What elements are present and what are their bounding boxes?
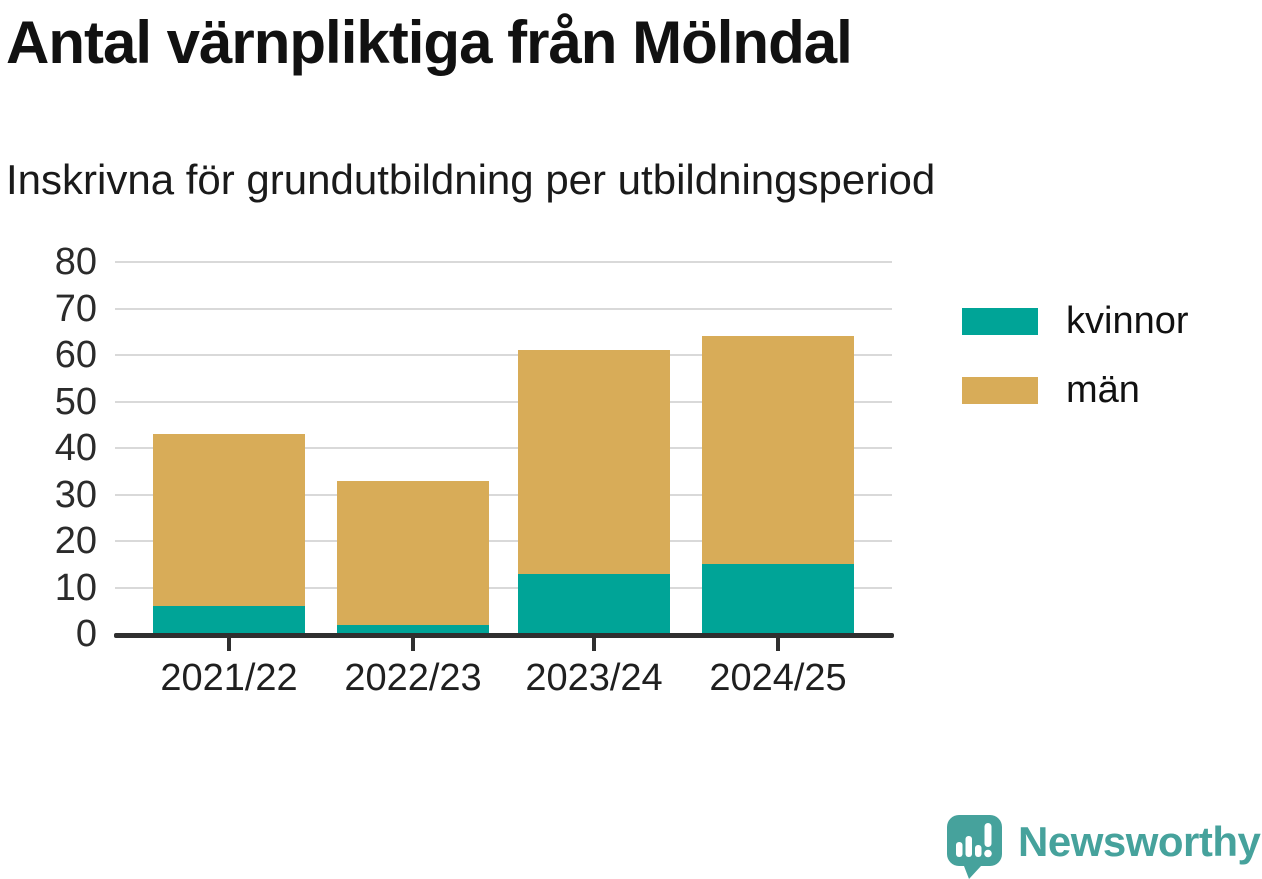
bar-segment-män-2021/22 [153, 434, 305, 607]
legend-label-man: män [1066, 369, 1140, 411]
y-axis-label-70: 70 [54, 287, 97, 330]
bar-segment-kvinnor-2023/24 [518, 573, 670, 634]
chart-title: Antal värnpliktiga från Mölndal [6, 9, 853, 76]
logo-bar-2 [965, 836, 972, 857]
newsworthy-logo: Newsworthy [947, 815, 1261, 879]
chart-subtitle: Inskrivna för grundutbildning per utbild… [6, 156, 936, 203]
legend-swatch-kvinnor [962, 307, 1038, 335]
gridline-80 [115, 261, 892, 263]
legend-item-man: män [962, 371, 1189, 409]
gridline-50 [115, 400, 892, 403]
newsworthy-logo-text: Newsworthy [1018, 818, 1261, 865]
gridline-10 [115, 586, 892, 589]
x-axis-label-2023/24: 2023/24 [525, 657, 663, 699]
logo-exclamation [984, 823, 992, 847]
x-axis-line [114, 633, 894, 638]
y-axis-label-30: 30 [54, 473, 97, 516]
x-axis-tick-2024/25 [776, 638, 780, 651]
y-axis-label-10: 10 [54, 566, 97, 609]
legend: kvinnor män [962, 302, 1189, 409]
y-axis-label-50: 50 [54, 380, 97, 423]
x-axis-tick-2021/22 [227, 638, 231, 651]
gridline-30 [115, 493, 892, 496]
bar-segment-män-2022/23 [337, 480, 489, 625]
x-axis-label-2024/25: 2024/25 [709, 657, 847, 699]
y-axis-label-60: 60 [54, 334, 97, 376]
gridline-60 [115, 354, 892, 356]
logo-bar-3 [975, 845, 982, 857]
legend-item-kvinnor: kvinnor [962, 302, 1189, 340]
legend-label-kvinnor: kvinnor [1066, 300, 1189, 342]
logo-bar-1 [956, 842, 963, 857]
logo-exclamation-dot [984, 849, 992, 858]
y-axis-label-0: 0 [75, 613, 97, 655]
x-axis-label-2022/23: 2022/23 [344, 657, 482, 699]
bar-segment-män-2023/24 [518, 350, 670, 574]
bar-segment-kvinnor-2024/25 [702, 564, 854, 634]
legend-swatch-man [962, 376, 1038, 404]
gridline-40 [115, 447, 892, 449]
x-axis-tick-2022/23 [411, 638, 415, 651]
x-axis-tick-2023/24 [592, 638, 596, 651]
x-axis-label-2021/22: 2021/22 [160, 657, 298, 699]
bar-segment-kvinnor-2022/23 [337, 624, 489, 634]
gridline-70 [115, 307, 892, 310]
y-axis-label-40: 40 [54, 427, 97, 469]
bar-segment-män-2024/25 [702, 336, 854, 565]
gridline-20 [115, 540, 892, 542]
y-axis-label-80: 80 [54, 241, 97, 283]
bar-segment-kvinnor-2021/22 [153, 606, 305, 634]
newsworthy-logo-icon [947, 815, 1002, 879]
y-axis-label-20: 20 [54, 520, 97, 562]
plot-area [115, 261, 892, 634]
